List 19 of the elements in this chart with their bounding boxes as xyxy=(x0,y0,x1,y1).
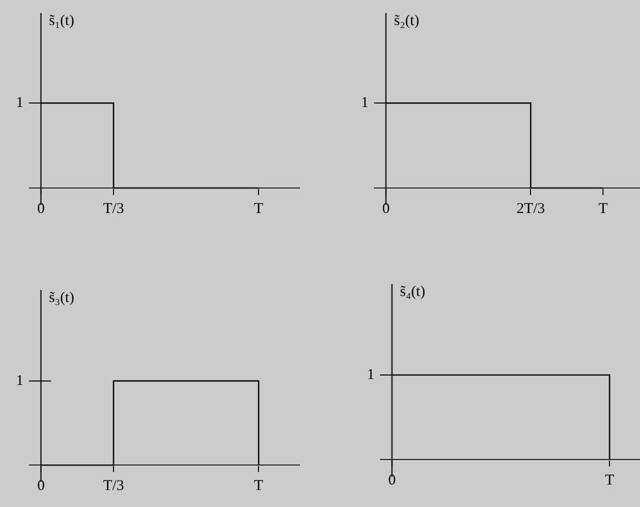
y-axis-title: s̃₃(t) xyxy=(49,290,74,306)
x-tick-label: 0 xyxy=(388,472,396,488)
text: 1 xyxy=(16,95,24,111)
x-tick-label: 0 xyxy=(382,201,390,218)
x-tick-label: 0 xyxy=(37,478,45,494)
x-tick-label: 2T/3 xyxy=(516,201,545,218)
y-axis-title: s̃₄(t) xyxy=(400,284,426,300)
x-tick-label: T/3 xyxy=(103,478,124,494)
x-tick-label: 0 xyxy=(37,201,45,218)
x-tick-label: T xyxy=(598,201,608,218)
x-tick-label: T xyxy=(254,201,264,218)
text: 1 xyxy=(16,373,24,389)
y-axis-title: s̃₁(t) xyxy=(49,13,74,29)
x-tick-label: T xyxy=(604,472,614,488)
y-axis-title: s̃₂(t) xyxy=(394,13,420,29)
text: 1 xyxy=(361,95,368,111)
x-tick-label: T xyxy=(254,478,264,494)
text: 1 xyxy=(367,367,374,383)
x-tick-label: T/3 xyxy=(103,201,124,218)
